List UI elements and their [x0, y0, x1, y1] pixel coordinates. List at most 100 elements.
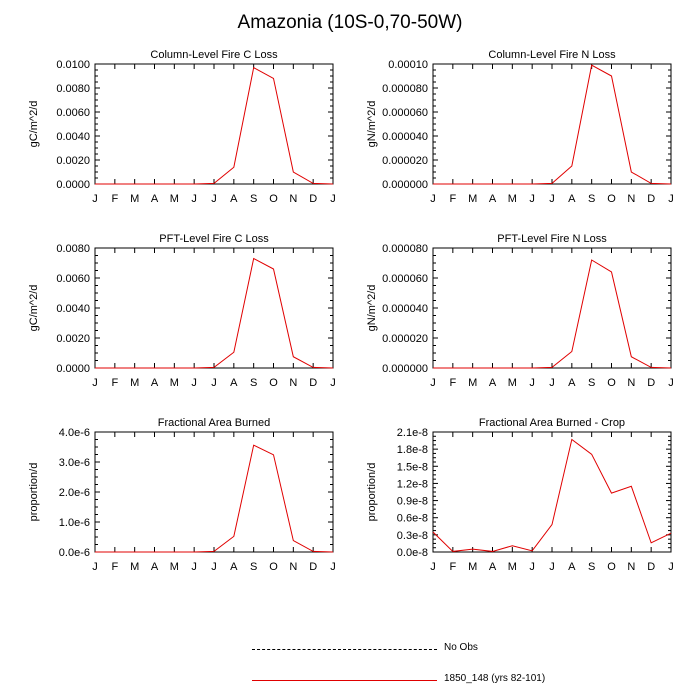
x-tick-label: M: [508, 377, 517, 389]
y-tick-label: 0.0040: [56, 131, 90, 143]
x-tick-label: S: [588, 561, 595, 573]
y-axis-label: proportion/d: [28, 463, 40, 522]
x-tick-label: J: [191, 193, 197, 205]
y-tick-label: 0.000000: [382, 179, 428, 191]
y-tick-label: 0.0040: [56, 303, 90, 315]
y-tick-label: 0.0060: [56, 107, 90, 119]
x-tick-label: M: [508, 193, 517, 205]
y-axis-label: gC/m^2/d: [28, 285, 40, 332]
y-tick-label: 0.6e-8: [397, 513, 428, 525]
x-tick-label: J: [668, 193, 674, 205]
chart-panel-3: PFT-Level Fire C Loss gC/m^2/d 0.0000 0.002…: [28, 233, 336, 389]
y-tick-label: 1.5e-8: [397, 461, 428, 473]
x-tick-label: M: [130, 561, 139, 573]
y-tick-label: 0.0020: [56, 333, 90, 345]
x-tick-label: O: [269, 193, 278, 205]
x-tick-label: J: [549, 377, 555, 389]
chart-title: Column-Level Fire C Loss: [150, 49, 278, 61]
x-tick-label: F: [449, 561, 456, 573]
x-tick-label: S: [250, 377, 257, 389]
plot-frame: [432, 247, 672, 369]
y-tick-label: 0.0000: [56, 179, 90, 191]
x-tick-label: J: [92, 377, 98, 389]
chart-title: PFT-Level Fire C Loss: [159, 233, 269, 245]
x-tick-label: J: [430, 561, 436, 573]
x-tick-label: A: [568, 193, 576, 205]
x-tick-label: J: [330, 377, 336, 389]
x-tick-label: J: [430, 193, 436, 205]
x-tick-label: D: [309, 561, 317, 573]
y-tick-label: 0.0e-8: [397, 547, 428, 559]
x-tick-label: M: [170, 561, 179, 573]
y-tick-label: 1.2e-8: [397, 478, 428, 490]
y-tick-label: 0.0100: [56, 59, 90, 71]
x-tick-label: N: [627, 377, 635, 389]
chart-panel-6: Fractional Area Burned - Crop proportion/…: [366, 417, 674, 573]
y-tick-label: 0.0080: [56, 243, 90, 255]
y-axis-label: gC/m^2/d: [28, 101, 40, 148]
y-tick-label: 0.000020: [382, 333, 428, 345]
y-tick-label: 2.1e-8: [397, 427, 428, 439]
series-line: [95, 257, 334, 369]
x-tick-label: A: [230, 561, 238, 573]
x-tick-label: O: [269, 377, 278, 389]
x-tick-label: A: [151, 377, 159, 389]
y-axis-label: proportion/d: [366, 463, 378, 522]
x-tick-label: J: [529, 377, 535, 389]
y-axis-label: gN/m^2/d: [366, 285, 378, 332]
x-tick-label: J: [668, 377, 674, 389]
x-tick-label: O: [269, 561, 278, 573]
y-tick-label: 0.0000: [56, 363, 90, 375]
y-tick-label: 0.00010: [388, 59, 428, 71]
y-tick-label: 0.000020: [382, 155, 428, 167]
y-tick-label: 1.0e-6: [59, 517, 90, 529]
x-tick-label: A: [489, 561, 497, 573]
plot-frame: [94, 431, 334, 553]
x-tick-label: D: [309, 377, 317, 389]
series-line: [433, 259, 672, 369]
x-tick-label: S: [588, 193, 595, 205]
chart-title: Fractional Area Burned: [158, 417, 271, 429]
x-tick-label: S: [250, 561, 257, 573]
x-tick-label: O: [607, 193, 616, 205]
x-tick-label: M: [170, 377, 179, 389]
chart-panel-2: Column-Level Fire N Loss gN/m^2/d 0.000000…: [366, 49, 674, 205]
figure-title: Amazonia (10S-0,70-50W): [237, 12, 463, 33]
x-tick-label: J: [191, 377, 197, 389]
x-tick-label: A: [568, 561, 576, 573]
y-tick-label: 2.0e-6: [59, 487, 90, 499]
y-tick-label: 0.000080: [382, 83, 428, 95]
x-tick-label: N: [289, 377, 297, 389]
series-line: [95, 444, 334, 553]
y-tick-label: 0.9e-8: [397, 496, 428, 508]
plot-frame: [432, 63, 672, 185]
x-tick-label: D: [647, 193, 655, 205]
x-tick-label: D: [647, 561, 655, 573]
x-tick-label: J: [668, 561, 674, 573]
chart-title: Column-Level Fire N Loss: [488, 49, 616, 61]
x-tick-label: J: [529, 561, 535, 573]
x-tick-label: S: [250, 193, 257, 205]
x-tick-label: A: [230, 193, 238, 205]
y-tick-label: 0.0060: [56, 273, 90, 285]
x-tick-label: J: [211, 377, 217, 389]
x-tick-label: F: [111, 561, 118, 573]
x-tick-label: A: [568, 377, 576, 389]
x-tick-label: J: [191, 561, 197, 573]
x-tick-label: O: [607, 377, 616, 389]
x-tick-label: M: [130, 193, 139, 205]
series-line: [95, 66, 334, 185]
x-tick-label: M: [468, 377, 477, 389]
y-tick-label: 0.0020: [56, 155, 90, 167]
y-tick-label: 4.0e-6: [59, 427, 90, 439]
x-tick-label: J: [330, 561, 336, 573]
x-tick-label: J: [92, 561, 98, 573]
x-tick-label: N: [627, 193, 635, 205]
x-tick-label: A: [489, 193, 497, 205]
y-tick-label: 0.000080: [382, 243, 428, 255]
y-tick-label: 0.0e-6: [59, 547, 90, 559]
x-tick-label: J: [430, 377, 436, 389]
y-tick-label: 0.000060: [382, 273, 428, 285]
x-tick-label: M: [170, 193, 179, 205]
